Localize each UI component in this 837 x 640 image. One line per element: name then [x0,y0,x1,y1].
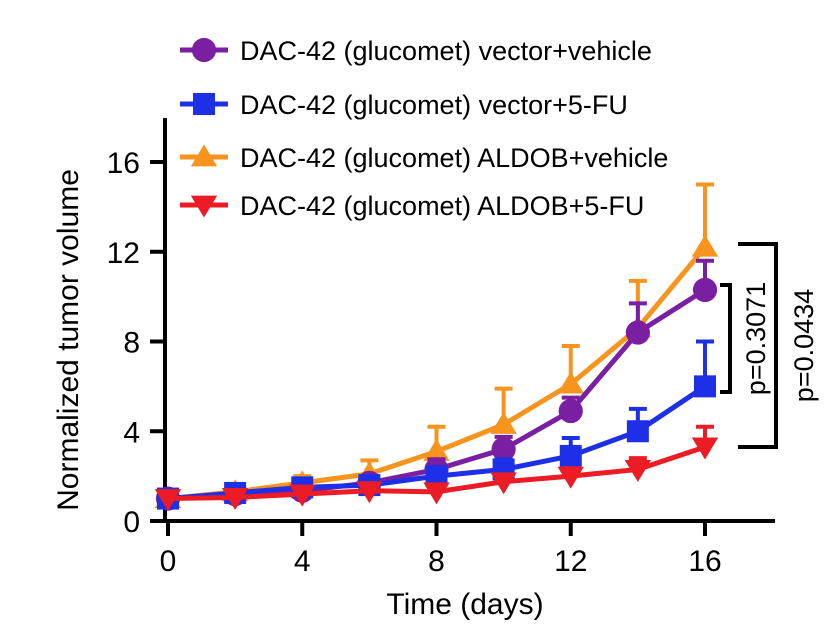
legend-label: DAC-42 (glucomet) ALDOB+vehicle [240,143,668,173]
p-value-label: p=0.3071 [741,282,771,395]
data-point [557,371,584,394]
data-point [624,459,652,482]
x-tick-label: 8 [428,545,445,578]
x-tick-label: 0 [160,545,177,578]
data-point [154,489,182,512]
legend-marker [193,93,215,115]
legend-entry: DAC-42 (glucomet) ALDOB+5-FU [180,191,644,221]
legend-marker [190,195,218,218]
legend-entry: DAC-42 (glucomet) ALDOB+vehicle [180,143,668,173]
data-point [423,482,450,505]
legend-marker [191,37,217,63]
significance-bracket: p=0.0434 [738,242,819,449]
data-point [691,437,719,460]
bracket-line [738,242,778,449]
data-point [626,420,649,443]
data-point [694,375,716,398]
series-3 [154,424,719,512]
data-point [423,438,450,461]
p-value-label: p=0.0434 [789,289,819,402]
significance-bracket: p=0.3071 [720,282,771,395]
bracket-line [720,283,732,394]
data-point [425,465,448,488]
legend-marker [190,144,218,167]
x-tick-label: 4 [294,545,311,578]
legend-entry: DAC-42 (glucomet) vector+vehicle [180,36,652,66]
data-point [490,472,517,495]
data-point [491,437,516,462]
y-tick-label: 8 [123,327,140,360]
x-axis-title: Time (days) [386,588,543,621]
data-point [289,484,316,507]
y-tick-label: 0 [123,506,140,539]
y-tick-label: 4 [123,416,140,449]
data-point [557,466,584,489]
x-tick-label: 16 [688,545,721,578]
legend-label: DAC-42 (glucomet) vector+vehicle [240,36,652,66]
y-axis-title: Normalized tumor volume [52,169,85,511]
axes [163,118,775,523]
y-tick-label: 12 [107,237,140,270]
data-point [221,488,249,510]
data-point [356,481,383,504]
legend-label: DAC-42 (glucomet) vector+5-FU [240,90,628,120]
data-point [559,444,582,467]
data-point [558,398,583,424]
data-point [691,234,719,257]
data-point [625,320,650,345]
y-tick-label: 16 [107,147,140,180]
legend-label: DAC-42 (glucomet) ALDOB+5-FU [240,191,644,221]
legend: DAC-42 (glucomet) vector+vehicle DAC-42 (… [180,36,668,221]
data-point [692,277,718,302]
data-point [490,411,517,434]
legend-entry: DAC-42 (glucomet) vector+5-FU [180,90,628,120]
x-tick-label: 12 [554,545,587,578]
